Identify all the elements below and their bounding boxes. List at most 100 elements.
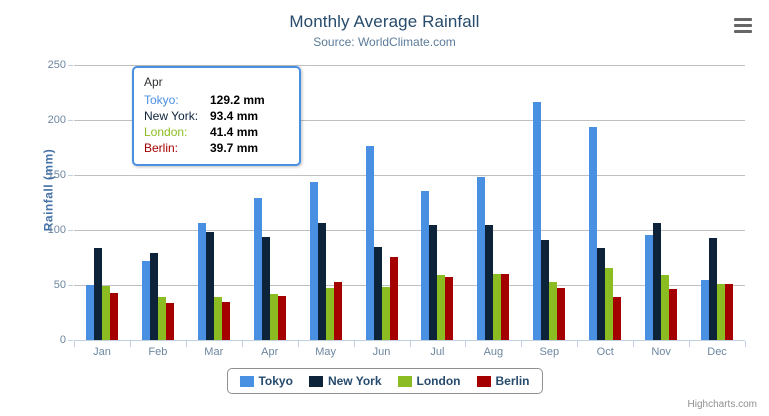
bar-london[interactable] [549, 282, 558, 340]
chart-title: Monthly Average Rainfall [289, 12, 480, 31]
y-axis-tick-mark [68, 230, 73, 231]
bar-group [701, 65, 734, 340]
y-axis-tick-label: 150 [47, 169, 66, 181]
bar-group [85, 65, 118, 340]
y-axis-tick-mark [68, 175, 73, 176]
x-axis-tick-mark [409, 341, 411, 347]
bar-group [141, 65, 174, 340]
y-axis-labels: 0 50 100 150 200 250 [20, 0, 73, 416]
chart-subtitle: Source: WorldClimate.com [313, 35, 456, 49]
tooltip-series-value: 39.7 mm [210, 141, 259, 155]
bar-berlin[interactable] [725, 283, 734, 340]
bar-group [421, 65, 454, 340]
x-axis-tick-label: Jul [430, 346, 445, 358]
bar-berlin[interactable] [557, 287, 566, 340]
bar-london[interactable] [157, 297, 166, 340]
legend-item-tokyo[interactable]: Tokyo [239, 374, 293, 388]
bar-new-york[interactable] [541, 239, 550, 340]
tooltip-series-value: 129.2 mm [210, 93, 265, 107]
bar-tokyo[interactable] [589, 126, 598, 340]
legend-label: New York [327, 374, 382, 388]
bar-new-york[interactable] [653, 222, 662, 340]
bar-new-york[interactable] [93, 248, 102, 340]
bar-london[interactable] [605, 268, 614, 340]
bar-new-york[interactable] [485, 225, 494, 340]
bar-tokyo[interactable] [197, 222, 206, 340]
bar-london[interactable] [437, 275, 446, 340]
tooltip-series-name: New York: [144, 109, 199, 123]
x-axis-tick-label: Jan [93, 346, 111, 358]
x-axis-tick-label: Apr [261, 346, 279, 358]
legend-item-berlin[interactable]: Berlin [476, 374, 530, 388]
bar-new-york[interactable] [205, 231, 214, 340]
hamburger-icon[interactable] [731, 14, 755, 36]
bar-new-york[interactable] [429, 224, 438, 340]
hamburger-bar [734, 17, 752, 21]
bar-berlin[interactable] [389, 256, 398, 340]
bar-london[interactable] [213, 296, 222, 340]
bar-tokyo[interactable] [253, 197, 262, 340]
bar-london[interactable] [717, 283, 726, 340]
credits-link[interactable]: Highcharts.com [687, 399, 757, 410]
x-axis-tick-mark [241, 341, 243, 347]
chart-legend: Tokyo New York London Berlin [226, 368, 543, 394]
legend-item-london[interactable]: London [397, 374, 461, 388]
tooltip-rows: Tokyo: 129.2 mm New York: 93.4 mm London: 41.… [144, 92, 289, 156]
gridline [74, 230, 745, 231]
tooltip-series-value: 41.4 mm [210, 125, 259, 139]
bar-tokyo[interactable] [477, 176, 486, 340]
tooltip-series-name: London: [144, 125, 188, 139]
y-axis-tick-mark [68, 65, 73, 66]
bar-tokyo[interactable] [645, 234, 654, 340]
bar-group [589, 65, 622, 340]
bar-berlin[interactable] [221, 302, 230, 340]
bar-london[interactable] [269, 294, 278, 340]
bar-new-york[interactable] [261, 237, 270, 340]
x-axis-tick-mark [129, 341, 131, 347]
bar-tokyo[interactable] [701, 280, 710, 340]
x-axis-tick-mark [297, 341, 299, 347]
y-axis-tick-mark [68, 120, 73, 121]
x-axis-tick-label: Aug [483, 346, 504, 358]
bar-new-york[interactable] [149, 253, 158, 340]
legend-item-new-york[interactable]: New York [308, 374, 382, 388]
legend-swatch [476, 375, 491, 387]
bar-tokyo[interactable] [141, 261, 150, 340]
bar-group [253, 65, 286, 340]
bar-berlin[interactable] [669, 288, 678, 340]
x-axis-tick-mark [633, 341, 635, 347]
bar-london[interactable] [493, 274, 502, 340]
hamburger-bar [734, 23, 752, 27]
bar-tokyo[interactable] [533, 101, 542, 340]
tooltip-row: Tokyo: 129.2 mm [144, 92, 289, 108]
x-axis-line [74, 340, 745, 341]
bar-london[interactable] [325, 288, 334, 340]
bar-london[interactable] [381, 286, 390, 340]
bar-london[interactable] [101, 286, 110, 340]
legend-label: London [416, 374, 461, 388]
bar-berlin[interactable] [277, 296, 286, 340]
bar-tokyo[interactable] [85, 285, 94, 340]
x-axis-tick-mark [353, 341, 355, 347]
bar-new-york[interactable] [373, 247, 382, 340]
x-axis-tick-mark [745, 341, 746, 347]
bar-london[interactable] [661, 274, 670, 340]
x-axis-tick-label: Dec [707, 346, 727, 358]
bar-new-york[interactable] [597, 248, 606, 340]
x-axis-tick-mark [465, 341, 467, 347]
tooltip-row: Berlin: 39.7 mm [144, 140, 289, 156]
bar-berlin[interactable] [613, 297, 622, 340]
bar-berlin[interactable] [501, 273, 510, 340]
plot-area [74, 65, 745, 341]
bar-berlin[interactable] [165, 303, 174, 340]
bar-group [365, 65, 398, 340]
bar-new-york[interactable] [317, 223, 326, 340]
bar-berlin[interactable] [445, 276, 454, 340]
bar-new-york[interactable] [709, 238, 718, 340]
bar-tokyo[interactable] [365, 146, 374, 340]
bar-berlin[interactable] [109, 293, 118, 340]
bar-group [197, 65, 230, 340]
bar-tokyo[interactable] [309, 181, 318, 340]
bar-tokyo[interactable] [421, 190, 430, 340]
bar-berlin[interactable] [333, 282, 342, 340]
